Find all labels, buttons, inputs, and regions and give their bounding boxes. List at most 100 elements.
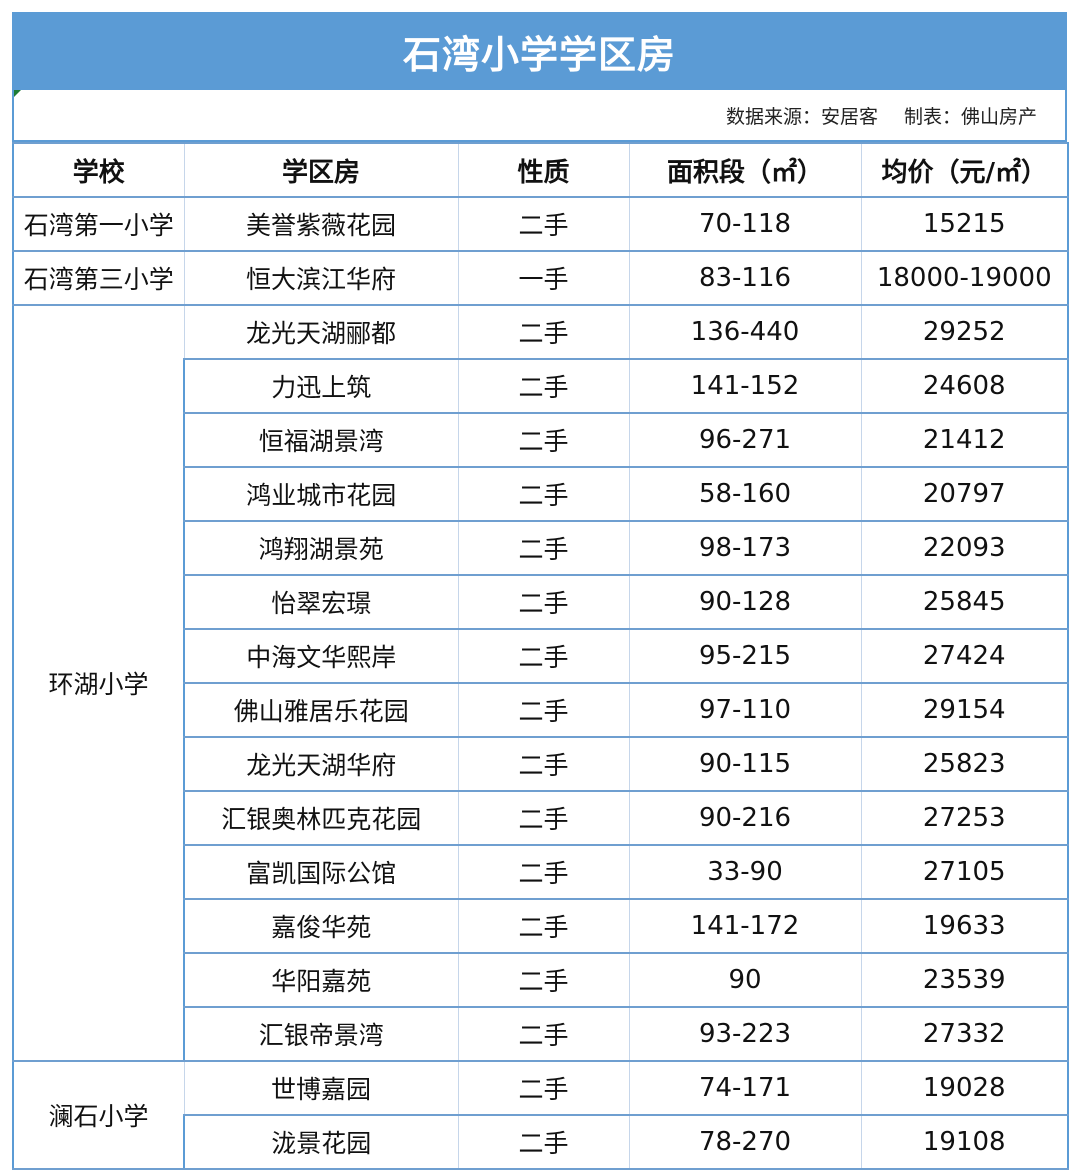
table-row: 怡翠宏璟 二手 90-128 25845: [13, 574, 1069, 630]
area-cell: 90-216: [628, 790, 862, 846]
estate-cell: 龙光天湖郦都: [183, 304, 459, 360]
cell-comment-indicator-icon: [14, 90, 21, 97]
estate-cell: 鸿翔湖景苑: [183, 520, 459, 576]
type-cell: 二手: [457, 898, 630, 954]
district-housing-table: 学校 学区房 性质 面积段（㎡） 均价（元/㎡） 石湾第一小学 美誉紫薇花园 二手 7…: [12, 142, 1069, 1170]
type-cell: 二手: [457, 682, 630, 738]
area-cell: 90-128: [628, 574, 862, 630]
type-cell: 二手: [457, 736, 630, 792]
price-cell: 22093: [860, 520, 1069, 576]
area-cell: 90: [628, 952, 862, 1008]
estate-cell: 恒福湖景湾: [183, 412, 459, 468]
area-cell: 90-115: [628, 736, 862, 792]
made-by-label: 制表：佛山房产: [903, 105, 1037, 128]
area-cell: 98-173: [628, 520, 862, 576]
estate-cell: 佛山雅居乐花园: [183, 682, 459, 738]
price-cell: 18000-19000: [860, 250, 1069, 306]
price-cell: 19633: [860, 898, 1069, 954]
price-cell: 24608: [860, 358, 1069, 414]
estate-cell: 美誉紫薇花园: [183, 196, 459, 252]
table-row: 环湖小学 龙光天湖郦都 二手 136-440 29252: [12, 304, 1069, 1062]
area-cell: 97-110: [628, 682, 862, 738]
header-estate: 学区房: [183, 142, 459, 198]
school-cell: 石湾第三小学: [12, 250, 185, 306]
table-row: 力迅上筑 二手 141-152 24608: [13, 358, 1069, 414]
price-cell: 19028: [860, 1060, 1069, 1116]
price-cell: 29154: [860, 682, 1069, 738]
price-cell: 25845: [860, 574, 1069, 630]
price-cell: 19108: [860, 1114, 1069, 1170]
estate-cell: 泷景花园: [183, 1114, 459, 1170]
table-row: 石湾第一小学 美誉紫薇花园 二手 70-118 15215: [12, 196, 1069, 252]
table-row: 佛山雅居乐花园 二手 97-110 29154: [13, 682, 1069, 738]
area-cell: 74-171: [628, 1060, 862, 1116]
school-cell: 石湾第一小学: [12, 196, 185, 252]
price-cell: 15215: [860, 196, 1069, 252]
school-district-sheet: 石湾小学学区房 数据来源：安居客 制表：佛山房产 学校 学区房 性质 面积段（㎡…: [12, 12, 1069, 1170]
page-title: 石湾小学学区房: [12, 12, 1067, 90]
header-school: 学校: [12, 142, 185, 198]
table-header-row: 学校 学区房 性质 面积段（㎡） 均价（元/㎡）: [12, 142, 1069, 198]
estate-cell: 怡翠宏璟: [183, 574, 459, 630]
price-cell: 29252: [860, 304, 1069, 360]
table-row: 鸿业城市花园 二手 58-160 20797: [13, 466, 1069, 522]
school-cell: 澜石小学: [12, 1060, 185, 1170]
price-cell: 21412: [860, 412, 1069, 468]
header-area: 面积段（㎡）: [628, 142, 862, 198]
area-cell: 136-440: [628, 304, 862, 360]
price-cell: 27253: [860, 790, 1069, 846]
type-cell: 二手: [457, 952, 630, 1008]
header-type: 性质: [457, 142, 630, 198]
type-cell: 二手: [457, 844, 630, 900]
table-row: 中海文华熙岸 二手 95-215 27424: [13, 628, 1069, 684]
area-cell: 33-90: [628, 844, 862, 900]
estate-cell: 龙光天湖华府: [183, 736, 459, 792]
area-cell: 95-215: [628, 628, 862, 684]
table-row: 汇银帝景湾 二手 93-223 27332: [13, 1006, 1069, 1062]
price-cell: 27105: [860, 844, 1069, 900]
data-source-label: 数据来源：安居客: [725, 105, 878, 128]
type-cell: 一手: [457, 250, 630, 306]
type-cell: 二手: [457, 196, 630, 252]
area-cell: 96-271: [628, 412, 862, 468]
estate-cell: 富凯国际公馆: [183, 844, 459, 900]
table-row: 澜石小学 世博嘉园 二手 74-171 19028: [12, 1060, 1069, 1170]
type-cell: 二手: [457, 574, 630, 630]
type-cell: 二手: [457, 304, 630, 360]
price-cell: 20797: [860, 466, 1069, 522]
estate-cell: 力迅上筑: [183, 358, 459, 414]
estate-cell: 鸿业城市花园: [183, 466, 459, 522]
type-cell: 二手: [457, 412, 630, 468]
table-row: 华阳嘉苑 二手 90 23539: [13, 952, 1069, 1008]
type-cell: 二手: [457, 1006, 630, 1062]
table-row: 龙光天湖华府 二手 90-115 25823: [13, 736, 1069, 792]
header-price: 均价（元/㎡）: [860, 142, 1069, 198]
area-cell: 93-223: [628, 1006, 862, 1062]
area-cell: 141-152: [628, 358, 862, 414]
price-cell: 25823: [860, 736, 1069, 792]
estate-cell: 汇银奥林匹克花园: [183, 790, 459, 846]
area-cell: 78-270: [628, 1114, 862, 1170]
price-cell: 27332: [860, 1006, 1069, 1062]
table-row: 富凯国际公馆 二手 33-90 27105: [13, 844, 1069, 900]
type-cell: 二手: [457, 520, 630, 576]
type-cell: 二手: [457, 790, 630, 846]
price-cell: 23539: [860, 952, 1069, 1008]
source-row: 数据来源：安居客 制表：佛山房产: [12, 90, 1067, 142]
estate-cell: 嘉俊华苑: [183, 898, 459, 954]
table-row: 恒福湖景湾 二手 96-271 21412: [13, 412, 1069, 468]
type-cell: 二手: [457, 1060, 630, 1116]
area-cell: 141-172: [628, 898, 862, 954]
type-cell: 二手: [457, 358, 630, 414]
table-row: 汇银奥林匹克花园 二手 90-216 27253: [13, 790, 1069, 846]
estate-cell: 汇银帝景湾: [183, 1006, 459, 1062]
price-cell: 27424: [860, 628, 1069, 684]
table-row: 石湾第三小学 恒大滨江华府 一手 83-116 18000-19000: [12, 250, 1069, 306]
area-cell: 83-116: [628, 250, 862, 306]
estate-cell: 恒大滨江华府: [183, 250, 459, 306]
type-cell: 二手: [457, 466, 630, 522]
school-cell: 环湖小学: [12, 304, 185, 1062]
estate-cell: 华阳嘉苑: [183, 952, 459, 1008]
table-row: 鸿翔湖景苑 二手 98-173 22093: [13, 520, 1069, 576]
estate-cell: 中海文华熙岸: [183, 628, 459, 684]
